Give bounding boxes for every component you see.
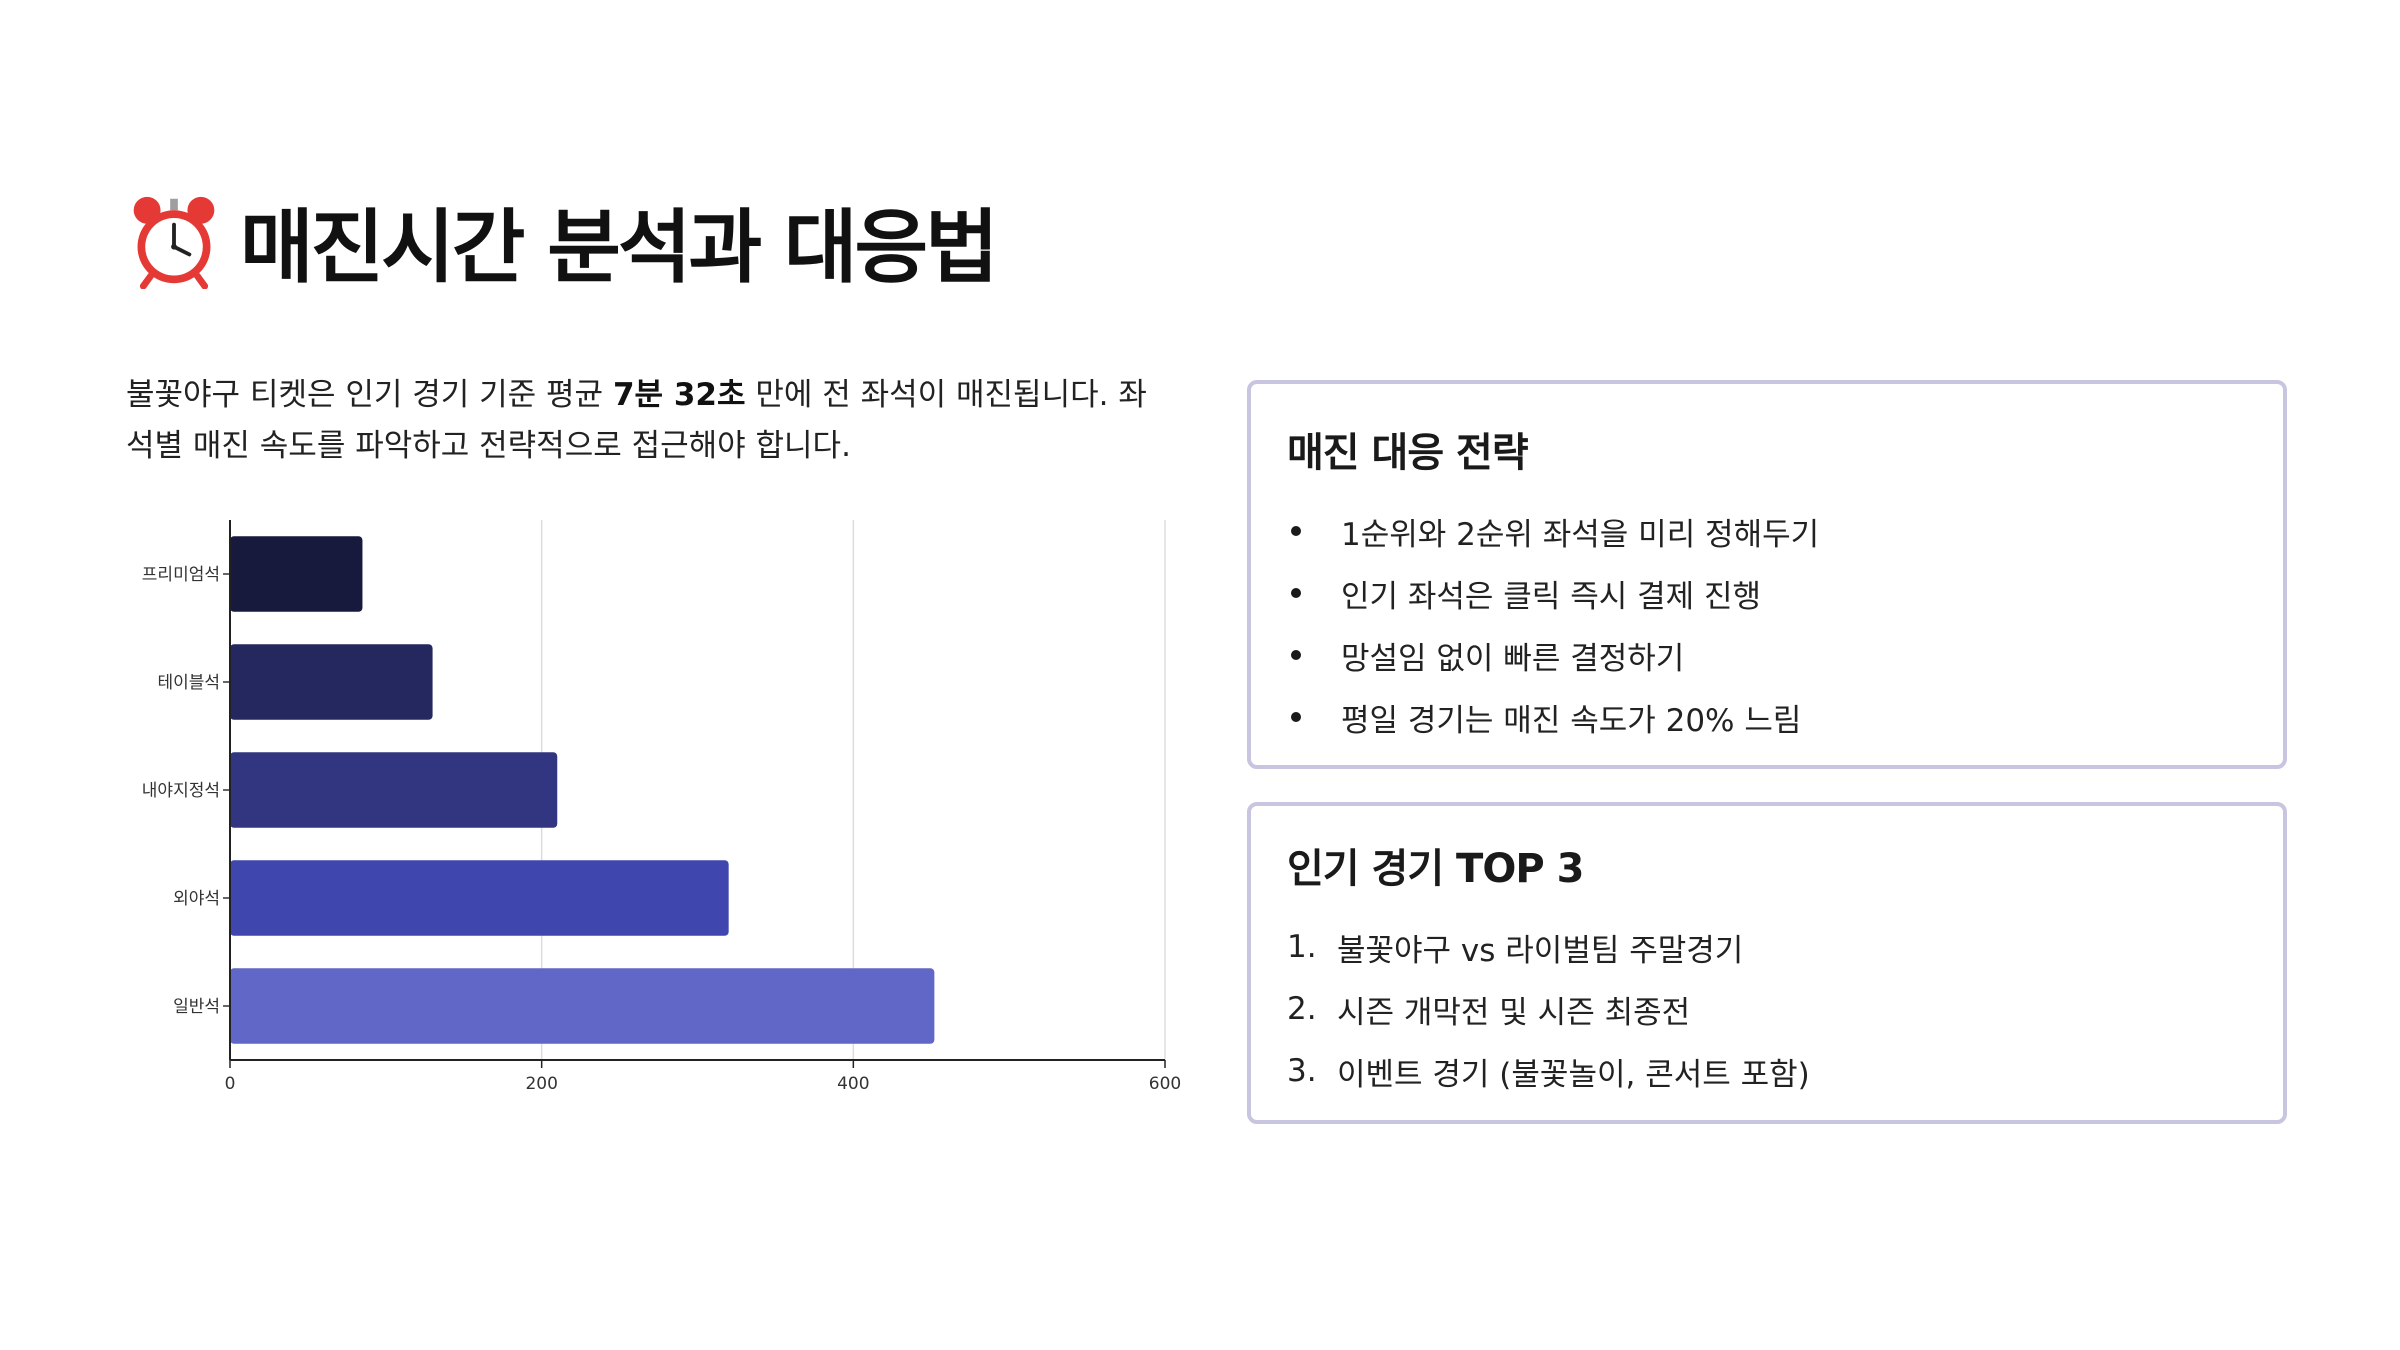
- strategy-item: 망설임 없이 빠른 결정하기: [1287, 624, 1819, 686]
- title-row: 매진시간 분석과 대응법: [126, 186, 999, 296]
- y-tick-label: 테이블석: [157, 673, 220, 693]
- bar: [230, 860, 729, 936]
- y-tick-label: 외야석: [173, 889, 220, 909]
- strategy-item-text: 평일 경기는 매진 속도가 20% 느림: [1341, 702, 1802, 739]
- intro-text-after: 만에 전 좌석이 매진됩니다. 좌석별 매진 속도를 파악하고 전략적으로 접근…: [126, 377, 1147, 464]
- strategy-item-text: 망설임 없이 빠른 결정하기: [1341, 640, 1685, 677]
- bullet-icon: [1291, 588, 1301, 598]
- strategy-item-text: 인기 좌석은 클릭 즉시 결제 진행: [1341, 578, 1762, 615]
- bar: [230, 536, 363, 612]
- x-tick-label: 0: [225, 1074, 236, 1094]
- top-games-card: 인기 경기 TOP 3 1. 불꽃야구 vs 라이벌팀 주말경기 2. 시즌 개막전…: [1247, 802, 2287, 1124]
- x-tick-label: 200: [525, 1074, 557, 1094]
- bar: [230, 752, 558, 828]
- x-tick-label: 600: [1149, 1074, 1181, 1094]
- bullet-icon: [1291, 650, 1301, 660]
- top-game-item: 2. 시즌 개막전 및 시즌 최종전: [1287, 978, 1810, 1040]
- bullet-icon: [1291, 712, 1301, 722]
- intro-paragraph: 불꽃야구 티켓은 인기 경기 기준 평균 7분 32초 만에 전 좌석이 매진됩…: [126, 370, 1156, 472]
- bullet-icon: [1291, 526, 1301, 536]
- top-games-list: 1. 불꽃야구 vs 라이벌팀 주말경기 2. 시즌 개막전 및 시즌 최종전 3.…: [1287, 916, 1810, 1102]
- top-game-text: 불꽃야구 vs 라이벌팀 주말경기: [1337, 932, 1744, 969]
- top-game-text: 이벤트 경기 (불꽃놀이, 콘서트 포함): [1337, 1056, 1810, 1093]
- strategy-item: 인기 좌석은 클릭 즉시 결제 진행: [1287, 562, 1819, 624]
- top-game-number: 2.: [1287, 991, 1317, 1027]
- top-game-text: 시즌 개막전 및 시즌 최종전: [1337, 994, 1691, 1031]
- y-tick-label: 일반석: [173, 997, 220, 1017]
- top-game-item: 1. 불꽃야구 vs 라이벌팀 주말경기: [1287, 916, 1810, 978]
- intro-text-before: 불꽃야구 티켓은 인기 경기 기준 평균: [126, 377, 613, 413]
- top-game-number: 1.: [1287, 929, 1317, 965]
- y-tick-label: 내야지정석: [142, 781, 220, 801]
- strategy-item: 평일 경기는 매진 속도가 20% 느림: [1287, 686, 1819, 748]
- page-title: 매진시간 분석과 대응법: [240, 201, 999, 294]
- strategy-list: 1순위와 2순위 좌석을 미리 정해두기 인기 좌석은 클릭 즉시 결제 진행 …: [1287, 500, 1819, 748]
- strategy-card-title: 매진 대응 전략: [1287, 430, 1529, 476]
- strategy-item: 1순위와 2순위 좌석을 미리 정해두기: [1287, 500, 1819, 562]
- strategy-card: 매진 대응 전략 1순위와 2순위 좌석을 미리 정해두기 인기 좌석은 클릭 …: [1247, 380, 2287, 769]
- top-game-number: 3.: [1287, 1053, 1317, 1089]
- alarm-clock-icon: [133, 196, 215, 289]
- bar: [230, 644, 433, 720]
- bar: [230, 968, 935, 1044]
- top-game-item: 3. 이벤트 경기 (불꽃놀이, 콘서트 포함): [1287, 1040, 1810, 1102]
- intro-highlight-time: 7분 32초: [612, 377, 746, 413]
- top-games-card-title: 인기 경기 TOP 3: [1287, 846, 1584, 892]
- strategy-item-text: 1순위와 2순위 좌석을 미리 정해두기: [1341, 516, 1820, 553]
- x-tick-label: 400: [837, 1074, 869, 1094]
- y-tick-label: 프리미엄석: [142, 565, 220, 585]
